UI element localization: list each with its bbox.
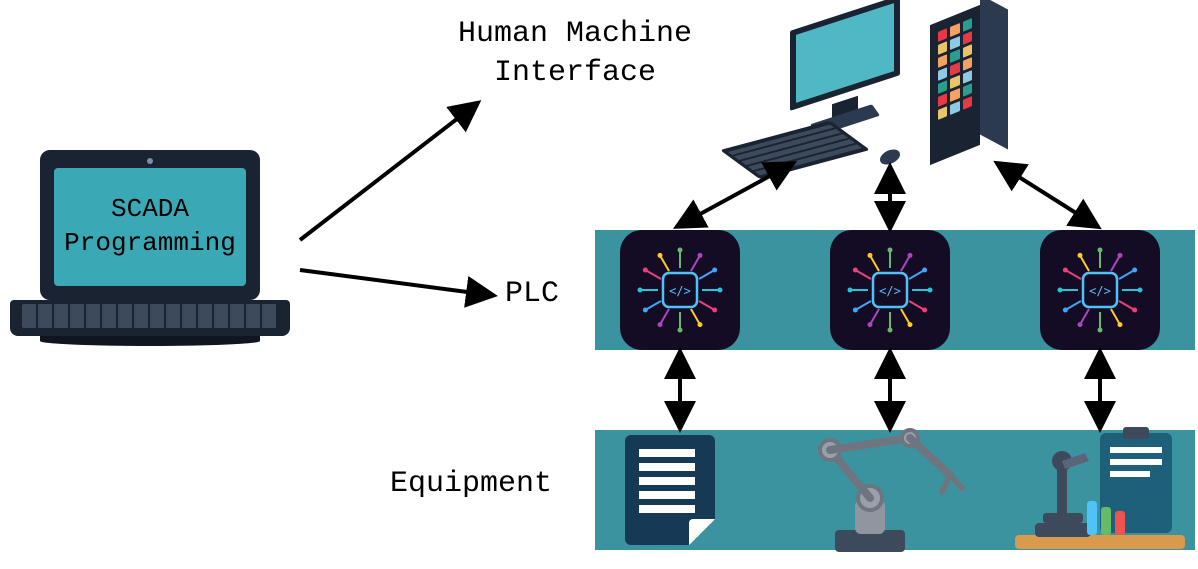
scada-laptop: SCADA Programming — [10, 150, 290, 370]
plc-chip-1: </> — [620, 230, 740, 350]
scada-title-line1: SCADA — [64, 193, 236, 227]
hmi-label-line2: Interface — [395, 54, 755, 93]
laptop-camera-icon — [147, 158, 153, 164]
scada-title-line2: Programming — [64, 227, 236, 261]
plc-chip-2: </> — [830, 230, 950, 350]
hmi-label-line1: Human Machine — [395, 15, 755, 54]
robot-arm-icon — [800, 420, 980, 560]
mouse-icon — [880, 147, 900, 166]
svg-text:</>: </> — [669, 284, 691, 298]
laptop-bezel: SCADA Programming — [40, 150, 260, 300]
hmi-hardware — [790, 5, 1040, 175]
keyboard-icon — [720, 121, 870, 180]
plc-chip-3: </> — [1040, 230, 1160, 350]
server-rack-icon — [930, 5, 1010, 155]
hmi-label: Human Machine Interface — [395, 15, 755, 93]
lab-equipment-icon — [1015, 425, 1185, 555]
plc-label: PLC — [505, 275, 559, 314]
arrow-scada-to-plc — [300, 270, 490, 295]
monitor-icon — [790, 0, 900, 111]
equipment-label: Equipment — [390, 465, 552, 504]
laptop-keyboard-icon — [22, 304, 278, 328]
svg-text:</>: </> — [879, 284, 901, 298]
laptop-screen: SCADA Programming — [54, 168, 246, 286]
server-lights — [938, 18, 972, 112]
svg-text:</>: </> — [1089, 284, 1111, 298]
laptop-base — [10, 300, 290, 336]
arrow-scada-to-hmi — [300, 105, 475, 240]
laptop-foot — [40, 336, 260, 346]
document-icon — [625, 435, 715, 545]
